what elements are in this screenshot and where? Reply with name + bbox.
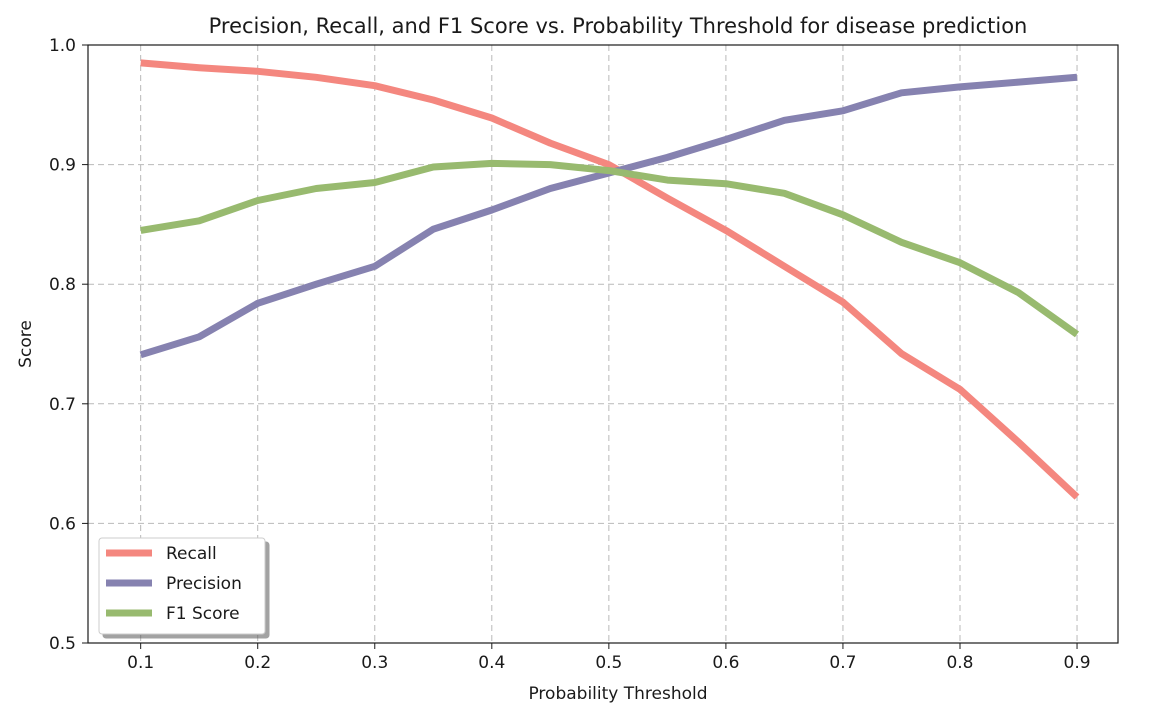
y-tick-label: 0.5 xyxy=(49,634,76,654)
x-tick-label: 0.9 xyxy=(1064,653,1091,673)
legend: Recall Precision F1 Score xyxy=(98,537,266,635)
y-tick-label: 0.7 xyxy=(49,395,76,415)
legend-label-precision: Precision xyxy=(166,574,242,594)
y-tick-label: 0.9 xyxy=(49,156,76,176)
chart-title: Precision, Recall, and F1 Score vs. Prob… xyxy=(209,14,1028,38)
x-tick-label: 0.2 xyxy=(244,653,271,673)
f1-score-line xyxy=(140,159,1080,338)
x-axis-label: Probability Threshold xyxy=(528,684,707,704)
y-tick-label: 1.0 xyxy=(49,36,76,56)
legend-label-recall: Recall xyxy=(166,544,217,564)
x-tick-label: 0.7 xyxy=(829,653,856,673)
x-tick-label: 0.3 xyxy=(361,653,388,673)
y-tick-label: 0.8 xyxy=(49,275,76,295)
x-tick-label: 0.1 xyxy=(127,653,154,673)
y-tick-label: 0.6 xyxy=(49,514,76,534)
legend-items: Recall Precision F1 Score xyxy=(106,544,242,624)
x-tick-label: 0.5 xyxy=(595,653,622,673)
x-tick-label: 0.6 xyxy=(712,653,739,673)
axis-ticks: 0.1 0.2 0.3 0.4 0.5 0.6 0.7 0.8 0.9 0.5 0.6 0.7 0.8 0… xyxy=(49,36,1091,673)
x-tick-label: 0.8 xyxy=(946,653,973,673)
y-axis-label: Score xyxy=(16,320,36,368)
legend-label-f1-score: F1 Score xyxy=(166,604,240,624)
x-tick-label: 0.4 xyxy=(478,653,505,673)
plot-frame xyxy=(87,44,1119,644)
series-lines xyxy=(139,59,1080,500)
recall-line xyxy=(140,59,1080,500)
